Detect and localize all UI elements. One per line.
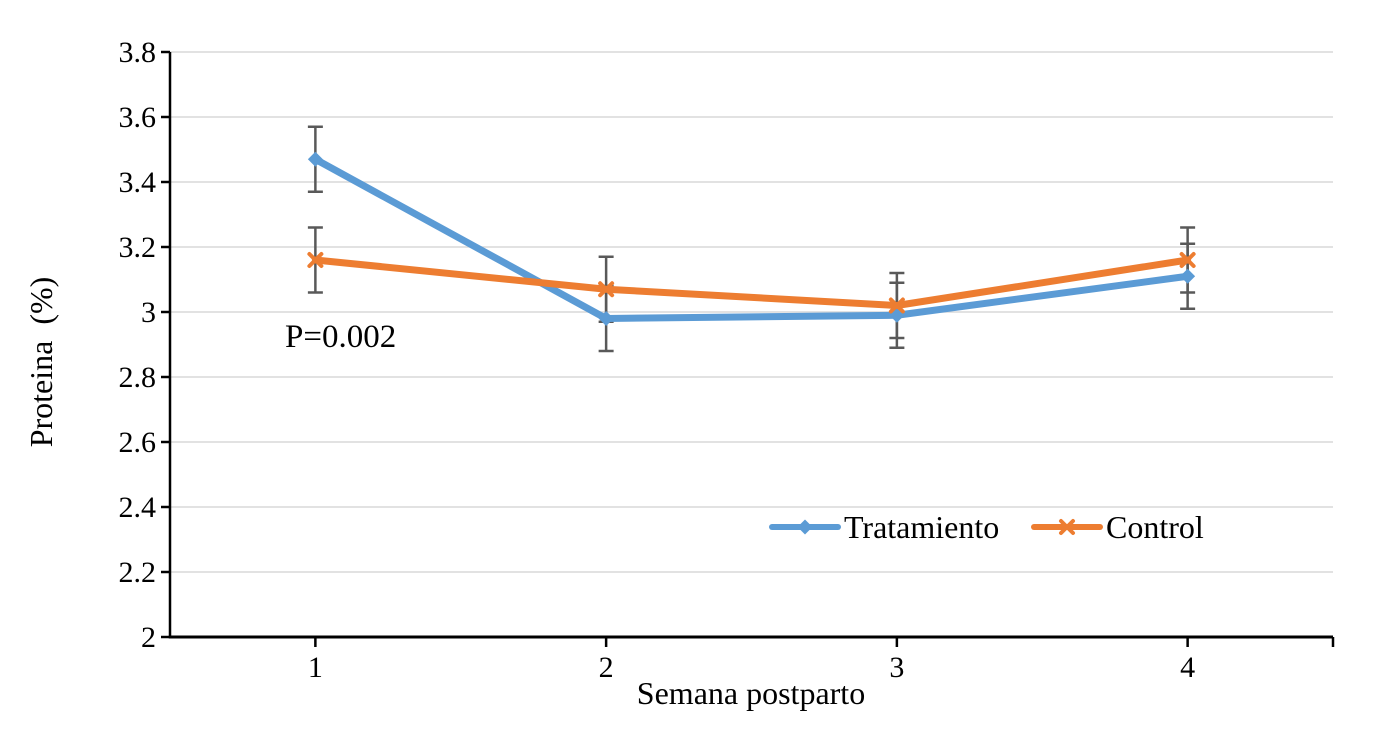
series-line-control <box>311 256 1192 309</box>
tick-labels-group: 2 2.2 2.4 2.6 2.8 3 3.2 3.4 3.6 3.8 1 2 3 4 <box>119 36 1196 684</box>
y-axis-title: Proteina (%) <box>23 277 59 448</box>
x-tick-label: 2 <box>599 651 614 684</box>
y-tick-label: 3.6 <box>119 101 157 134</box>
legend-label-tratamiento: Tratamiento <box>844 509 999 545</box>
y-tick-label: 3.2 <box>119 231 157 264</box>
legend-diamond-marker-icon <box>797 519 813 535</box>
y-tick-label: 3.8 <box>119 36 157 69</box>
y-tick-label: 3.4 <box>119 166 157 199</box>
legend-item-tratamiento: Tratamiento <box>769 509 999 545</box>
x-axis-title: Semana postparto <box>637 675 865 711</box>
y-tick-label: 2.8 <box>119 361 157 394</box>
y-tick-label: 2.2 <box>119 556 157 589</box>
series-group <box>307 151 1196 326</box>
gridlines-group <box>170 51 1333 573</box>
legend-label-control: Control <box>1106 509 1204 545</box>
marker-x-icon <box>307 252 324 268</box>
p-value-annotation: P=0.002 <box>285 319 396 355</box>
y-tick-label: 2 <box>141 621 156 654</box>
marker-x-icon <box>1179 252 1196 268</box>
marker-diamond-icon <box>307 151 323 167</box>
y-tick-label: 3 <box>141 296 156 329</box>
marker-diamond-icon <box>598 311 614 326</box>
x-tick-label: 1 <box>308 651 323 684</box>
legend: Tratamiento Control <box>769 509 1204 545</box>
marker-x-icon <box>598 281 615 298</box>
x-tick-label: 4 <box>1180 651 1195 684</box>
legend-item-control: Control <box>1031 509 1204 545</box>
x-tick-label: 3 <box>889 651 904 684</box>
legend-x-marker-icon <box>1059 519 1075 535</box>
marker-diamond-icon <box>1180 268 1196 284</box>
series-line-tratamiento <box>311 155 1192 322</box>
y-tick-label: 2.4 <box>119 491 157 524</box>
marker-x-icon <box>888 297 905 314</box>
axes-group <box>161 50 1335 647</box>
y-tick-label: 2.6 <box>119 426 157 459</box>
